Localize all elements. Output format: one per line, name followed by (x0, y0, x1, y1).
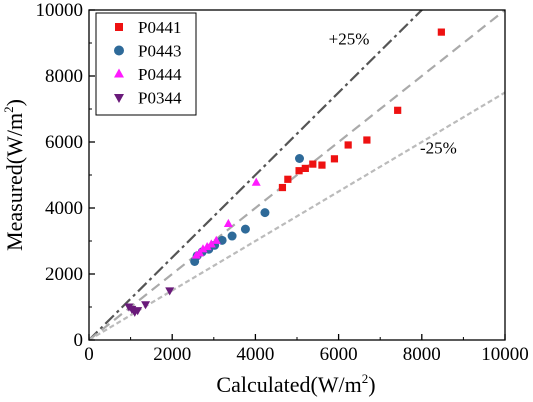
y-tick-label: 8000 (45, 66, 83, 87)
data-point (227, 231, 237, 241)
y-tick-label: 10000 (36, 0, 84, 21)
legend-label: P0441 (138, 18, 181, 37)
legend-item: P0444 (114, 65, 182, 84)
legend-marker (114, 94, 124, 103)
data-point (202, 241, 212, 251)
reference-line-1 (89, 10, 505, 340)
x-tick-label: 8000 (403, 344, 441, 365)
data-point (344, 141, 352, 149)
data-point (330, 155, 339, 163)
data-point (198, 244, 208, 253)
legend-box (95, 12, 197, 116)
data-point (294, 154, 304, 163)
annotation-label: -25% (420, 139, 457, 158)
y-tick-label: 0 (74, 330, 84, 351)
x-tick-label: 4000 (236, 344, 274, 365)
legend-label: P0443 (138, 42, 181, 61)
data-point (206, 239, 216, 248)
y-axis-label: Measured(W/m2) (1, 99, 27, 251)
data-point (301, 164, 309, 172)
data-point (240, 224, 250, 234)
legend-marker (115, 23, 123, 31)
x-tick-label: 10000 (481, 344, 529, 365)
series-p0344 (124, 287, 175, 317)
data-point (211, 235, 221, 244)
data-point (223, 218, 233, 227)
data-point (260, 208, 270, 218)
reference-lines (89, 10, 505, 340)
reference-line-2 (89, 91, 505, 340)
data-point (133, 307, 143, 316)
data-point (309, 160, 317, 168)
annotation-label: +25% (329, 30, 370, 49)
legend: P0441 P0443 P0444 P0344 (95, 12, 197, 116)
data-point (278, 183, 287, 192)
data-point (363, 136, 371, 144)
x-axis-label: Calculated(W/m2) (216, 371, 375, 397)
data-point (284, 175, 292, 183)
axis-ticks: 0 2000 4000 6000 8000 10000 0 2000 4000 6000 8000 1… (36, 0, 529, 365)
y-tick-label: 4000 (45, 198, 83, 219)
data-point (141, 301, 151, 310)
legend-item: P0441 (115, 18, 181, 37)
legend-label: P0344 (138, 89, 182, 108)
data-point (437, 28, 445, 36)
legend-marker (114, 68, 124, 78)
data-point (394, 106, 402, 114)
x-tick-label: 6000 (320, 344, 358, 365)
legend-item: P0443 (114, 42, 181, 61)
data-point (165, 287, 175, 296)
y-tick-label: 6000 (45, 132, 83, 153)
annotations: +25% -25% (329, 30, 457, 158)
series-p0441 (278, 28, 445, 192)
data-points (124, 28, 445, 317)
reference-line-0 (89, 10, 424, 340)
legend-marker (114, 45, 124, 56)
data-point (318, 161, 326, 169)
legend-label: P0444 (138, 65, 182, 84)
y-tick-label: 2000 (45, 264, 83, 285)
series-p0444 (191, 177, 261, 259)
x-tick-label: 2000 (153, 344, 191, 365)
legend-item: P0344 (114, 89, 182, 108)
data-point (251, 177, 261, 186)
x-tick-label: 0 (84, 344, 94, 365)
data-point (295, 167, 303, 175)
